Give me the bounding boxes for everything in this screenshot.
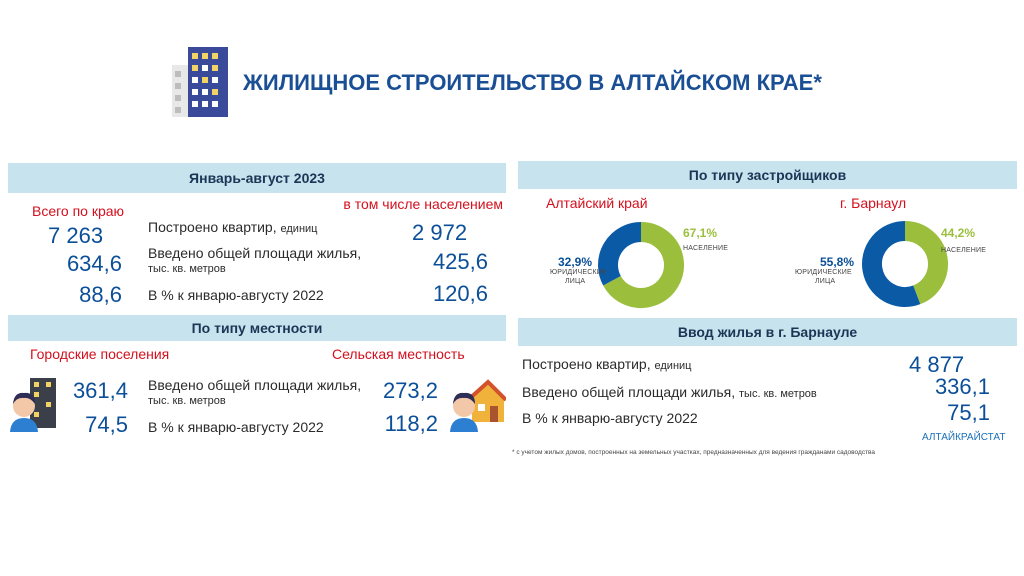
urban-percent-value: 74,5 xyxy=(85,412,128,437)
population-column-header: в том числе населением xyxy=(343,196,503,212)
donut-1-legal-label-1: ЮРИДИЧЕСКИЕ xyxy=(550,269,607,276)
donut-2-legal-label-1: ЮРИДИЧЕСКИЕ xyxy=(795,269,852,276)
donut-1-legal-pct: 32,9% xyxy=(558,255,593,269)
area-panel-title: По типу местности xyxy=(8,315,506,341)
donut-1-population-pct: 67,1% xyxy=(683,226,718,240)
donut-slice-population xyxy=(904,221,948,305)
area-type-percent-label: В % к январю-августу 2022 xyxy=(148,419,324,435)
donut-1-legal-label-2: ЛИЦА xyxy=(565,278,586,285)
area-type-unit: тыс. кв. метров xyxy=(148,395,226,407)
population-percent-value: 120,6 xyxy=(432,281,488,306)
page-title: ЖИЛИЩНОЕ СТРОИТЕЛЬСТВО В АЛТАЙСКОМ КРАЕ* xyxy=(243,70,822,95)
total-percent-value: 88,6 xyxy=(79,282,122,307)
barnaul-percent-value: 75,1 xyxy=(947,400,990,425)
total-column-header: Всего по краю xyxy=(32,203,125,219)
donut-chart-barnaul xyxy=(862,221,948,307)
donut-2-legal-pct: 55,8% xyxy=(820,255,855,269)
urban-header: Городские поселения xyxy=(30,346,170,362)
area-unit: тыс. кв. метров xyxy=(148,263,226,275)
population-apartments-value: 2 972 xyxy=(412,220,468,245)
area-label: Введено общей площади жилья, xyxy=(148,245,362,261)
donut-2-population-pct: 44,2% xyxy=(941,226,976,240)
total-apartments-value: 7 263 xyxy=(48,223,104,248)
building-logo-icon xyxy=(172,47,228,117)
donut-slice-legal xyxy=(598,222,642,286)
house-person-icon xyxy=(448,378,508,432)
donut-chart-altai xyxy=(598,222,684,308)
barnaul-percent-label: В % к январю-августу 2022 xyxy=(522,410,698,426)
urban-area-value: 361,4 xyxy=(72,378,128,403)
barnaul-area-label: Введено общей площади жилья, тыс. кв. ме… xyxy=(522,384,817,400)
footnote: * с учетом жилых домов, построенных на з… xyxy=(512,449,876,456)
donut-2-title: г. Барнаул xyxy=(840,195,907,211)
donut-slice-population xyxy=(603,222,684,308)
rural-area-value: 273,2 xyxy=(382,378,438,403)
donut-1-title: Алтайский край xyxy=(546,195,648,211)
apartments-label: Построено квартир, единиц xyxy=(148,219,318,235)
period-panel-title: Январь-август 2023 xyxy=(8,163,506,193)
area-type-label: Введено общей площади жилья, xyxy=(148,377,362,393)
rural-header: Сельская местность xyxy=(332,346,465,362)
population-area-value: 425,6 xyxy=(432,249,488,274)
percent-label: В % к январю-августу 2022 xyxy=(148,287,324,303)
barnaul-apartments-value: 4 877 xyxy=(909,352,965,377)
donut-slice-legal xyxy=(862,221,921,307)
source-label: АЛТАЙКРАЙСТАТ xyxy=(922,432,1006,443)
rural-percent-value: 118,2 xyxy=(384,411,438,436)
city-person-icon xyxy=(8,376,60,432)
donut-2-population-label: НАСЕЛЕНИЕ xyxy=(941,247,987,254)
barnaul-apartments-label: Построено квартир, единиц xyxy=(522,356,692,372)
total-area-value: 634,6 xyxy=(66,251,122,276)
barnaul-area-value: 336,1 xyxy=(934,374,990,399)
donut-2-legal-label-2: ЛИЦА xyxy=(815,278,836,285)
donut-1-population-label: НАСЕЛЕНИЕ xyxy=(683,245,729,252)
developer-panel-title: По типу застройщиков xyxy=(518,161,1017,189)
barnaul-panel-title: Ввод жилья в г. Барнауле xyxy=(518,318,1017,346)
